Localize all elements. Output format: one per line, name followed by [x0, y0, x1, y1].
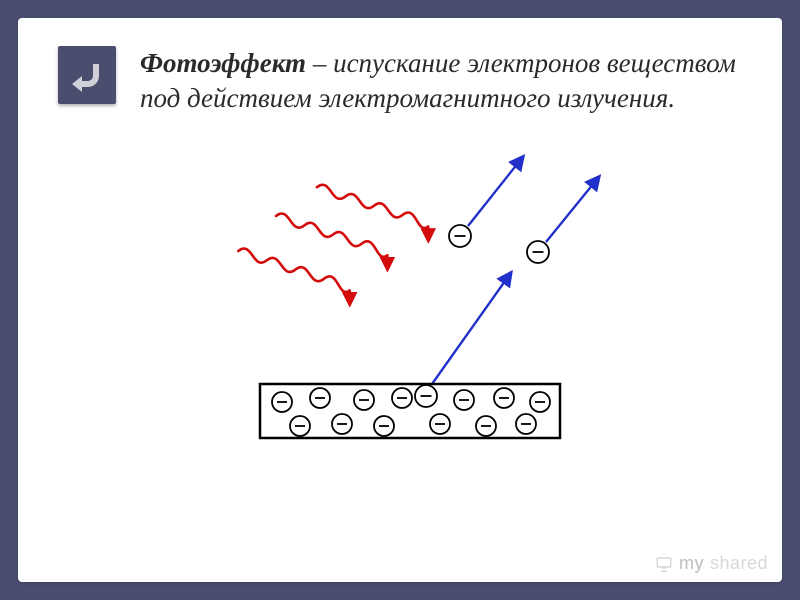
separator: –	[306, 48, 333, 78]
slide-panel: Фотоэффект – испускание электронов вещес…	[18, 18, 782, 582]
plate-electron-10	[430, 414, 450, 434]
slide-outer: Фотоэффект – испускание электронов вещес…	[0, 0, 800, 600]
plate-electron-1	[310, 388, 330, 408]
photon-wave-0	[312, 183, 434, 239]
plate-electron-0	[272, 392, 292, 412]
watermark: my shared	[655, 553, 768, 574]
plate-electron-9	[374, 416, 394, 436]
emitted-electron-2	[415, 385, 437, 407]
diagram-container	[58, 134, 742, 454]
plate-electron-4	[454, 390, 474, 410]
electron-arrow-1	[546, 178, 598, 242]
photoeffect-diagram	[170, 134, 630, 454]
header-row: Фотоэффект – испускание электронов вещес…	[58, 46, 742, 116]
plate-electron-3	[392, 388, 412, 408]
plate-electron-6	[530, 392, 550, 412]
watermark-part1: my	[679, 553, 704, 574]
term: Фотоэффект	[140, 48, 306, 78]
plate-electron-7	[290, 416, 310, 436]
plate-electron-11	[476, 416, 496, 436]
electron-arrow-0	[468, 158, 522, 226]
back-button[interactable]	[58, 46, 116, 104]
plate-electron-12	[516, 414, 536, 434]
u-turn-icon	[66, 54, 108, 96]
plate-electron-2	[354, 390, 374, 410]
definition-text: Фотоэффект – испускание электронов вещес…	[140, 46, 742, 116]
presentation-icon	[655, 555, 673, 573]
photon-wave-2	[234, 247, 356, 303]
plate-electron-5	[494, 388, 514, 408]
electron-arrow-2	[432, 274, 510, 384]
emitted-electron-0	[449, 225, 471, 247]
plate-electron-8	[332, 414, 352, 434]
watermark-part2: shared	[710, 553, 768, 574]
photon-wave-1	[271, 212, 393, 268]
emitted-electron-1	[527, 241, 549, 263]
